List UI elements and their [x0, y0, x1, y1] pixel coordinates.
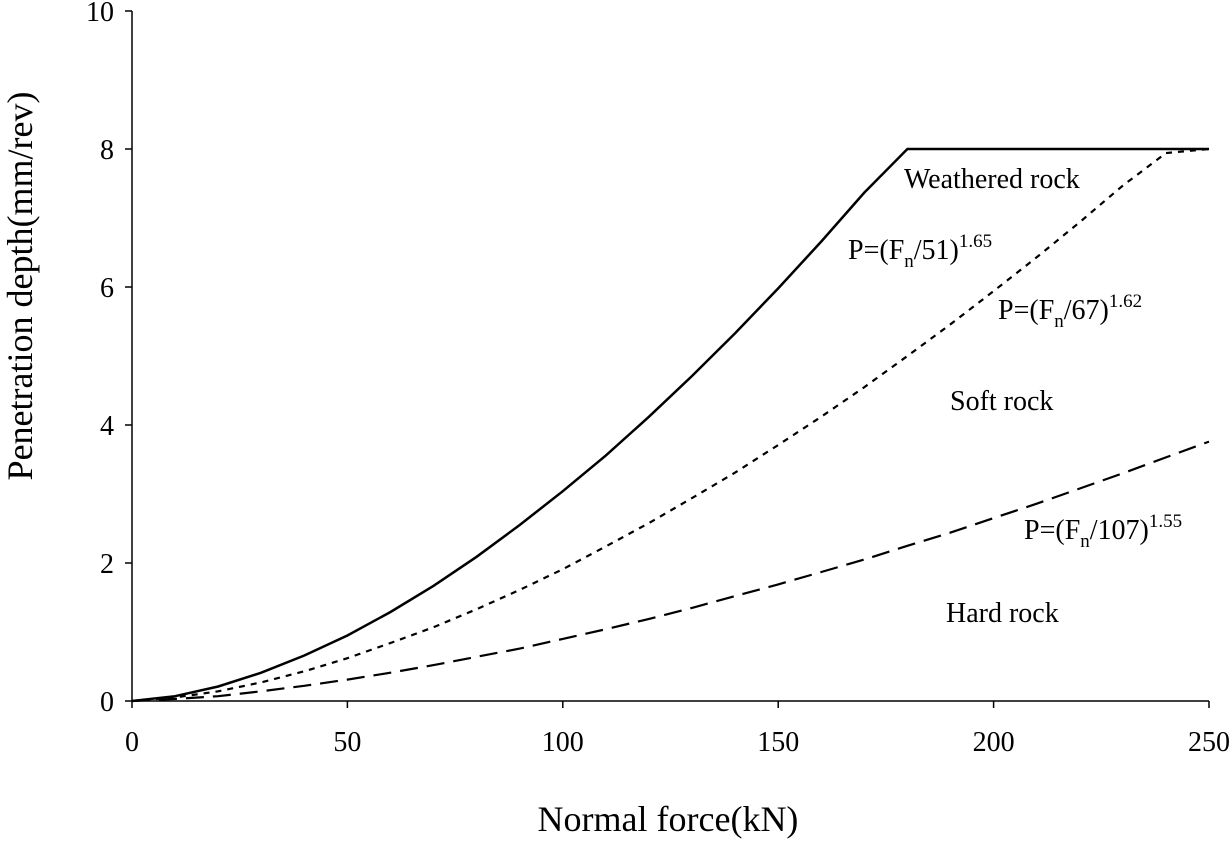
ticks: 0 50 100 150 200 250 0 2 4 6 8 10 — [86, 0, 1230, 758]
equation-soft-sub: n — [1054, 311, 1064, 332]
equation-hard-prefix: P=(F — [1024, 515, 1080, 546]
annotation-weathered-rock: Weathered rock — [904, 164, 1080, 195]
x-tick-label: 250 — [1188, 727, 1230, 758]
equation-weathered-mid: /51) — [914, 235, 959, 266]
x-tick-label: 200 — [973, 727, 1015, 758]
y-tick-label: 0 — [100, 687, 114, 718]
x-tick-label: 0 — [125, 727, 139, 758]
x-axis-title: Normal force(kN) — [538, 799, 799, 839]
equation-soft-sup: 1.62 — [1109, 291, 1142, 312]
equation-soft-prefix: P=(F — [998, 295, 1054, 326]
equation-soft-mid: /67) — [1064, 295, 1109, 326]
equation-hard-mid: /107) — [1090, 515, 1149, 546]
x-tick-label: 100 — [542, 727, 584, 758]
annotation-hard-rock: Hard rock — [946, 598, 1059, 629]
series-line-hard-rock — [131, 440, 1210, 703]
annotation-soft-rock: Soft rock — [950, 386, 1053, 417]
equation-weathered-sup: 1.65 — [959, 231, 992, 252]
equation-soft-rock: P=(Fn/67)1.62 — [998, 291, 1142, 332]
equation-hard-sub: n — [1080, 531, 1090, 552]
y-tick-label: 4 — [100, 411, 114, 442]
equation-hard-sup: 1.55 — [1149, 511, 1182, 532]
y-tick-label: 2 — [100, 549, 114, 580]
y-tick-label: 6 — [100, 273, 114, 304]
x-tick-label: 50 — [333, 727, 361, 758]
equation-weathered-sub: n — [904, 251, 914, 272]
equation-weathered-rock: P=(Fn/51)1.65 — [848, 231, 992, 272]
series-line-soft-rock — [131, 147, 1210, 703]
series-group — [131, 147, 1210, 703]
x-tick-label: 150 — [757, 727, 799, 758]
series-line-weathered-rock — [131, 147, 1209, 703]
y-tick-label: 10 — [86, 0, 114, 28]
y-axis-title: Penetration depth(mm/rev) — [0, 92, 40, 481]
y-tick-label: 8 — [100, 135, 114, 166]
equation-hard-rock: P=(Fn/107)1.55 — [1024, 511, 1182, 552]
axes — [131, 11, 1209, 702]
equation-weathered-prefix: P=(F — [848, 235, 904, 266]
